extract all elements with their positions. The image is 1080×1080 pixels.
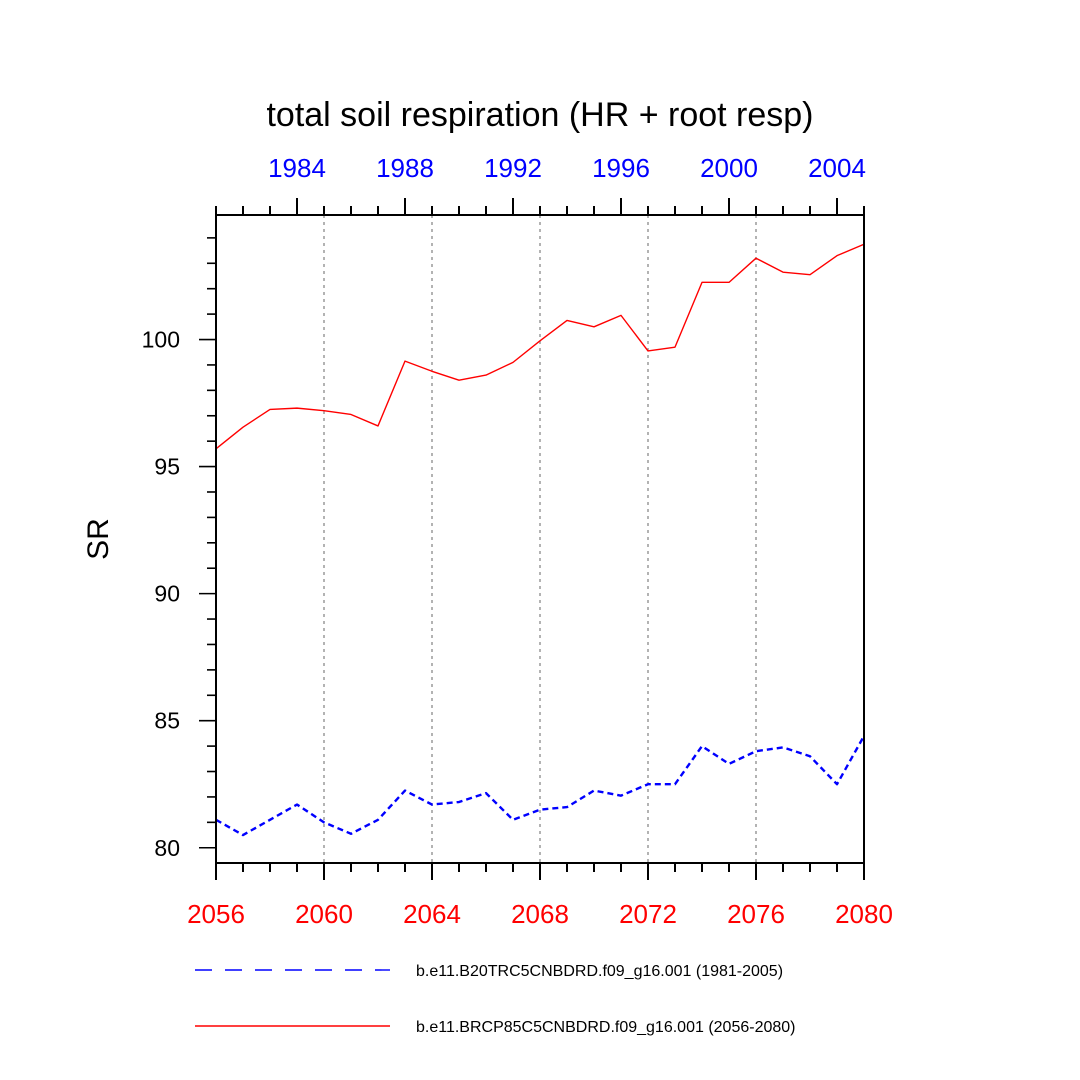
- series-line-2: [215, 243, 865, 450]
- y-tick-label: 85: [154, 708, 180, 734]
- x-bottom-tick-label: 2068: [511, 899, 569, 929]
- y-axis-label: SR: [82, 518, 115, 560]
- x-top-tick-label: 2000: [700, 153, 758, 183]
- y-tick-label: 100: [142, 327, 180, 353]
- y-tick-label: 95: [154, 454, 180, 480]
- tick-labels: 2056 2060 2064 2068 2072 2076 2080 1984 1988 1992…: [142, 153, 893, 929]
- x-top-tick-label: 2004: [808, 153, 866, 183]
- x-top-tick-label: 1988: [376, 153, 434, 183]
- series-group: [215, 243, 866, 837]
- x-top-tick-label: 1992: [484, 153, 542, 183]
- axis-ticks: [199, 198, 865, 880]
- x-bottom-tick-label: 2080: [835, 899, 893, 929]
- chart-title: total soil respiration (HR + root resp): [266, 96, 813, 134]
- x-bottom-tick-label: 2060: [295, 899, 353, 929]
- x-bottom-tick-label: 2064: [403, 899, 461, 929]
- legend: b.e11.B20TRC5CNBDRD.f09_g16.001 (1981-20…: [195, 963, 795, 1036]
- x-top-tick-label: 1984: [268, 153, 326, 183]
- grid: [323, 215, 757, 863]
- y-tick-label: 90: [154, 581, 180, 607]
- y-tick-label: 80: [154, 835, 180, 861]
- legend-label-1: b.e11.B20TRC5CNBDRD.f09_g16.001 (1981-20…: [416, 963, 783, 980]
- x-top-tick-label: 1996: [592, 153, 650, 183]
- x-bottom-tick-label: 2072: [619, 899, 677, 929]
- x-bottom-tick-label: 2076: [727, 899, 785, 929]
- series-line-1: [215, 735, 866, 837]
- legend-label-2: b.e11.BRCP85C5CNBDRD.f09_g16.001 (2056-2…: [416, 1019, 795, 1036]
- x-bottom-tick-label: 2056: [187, 899, 245, 929]
